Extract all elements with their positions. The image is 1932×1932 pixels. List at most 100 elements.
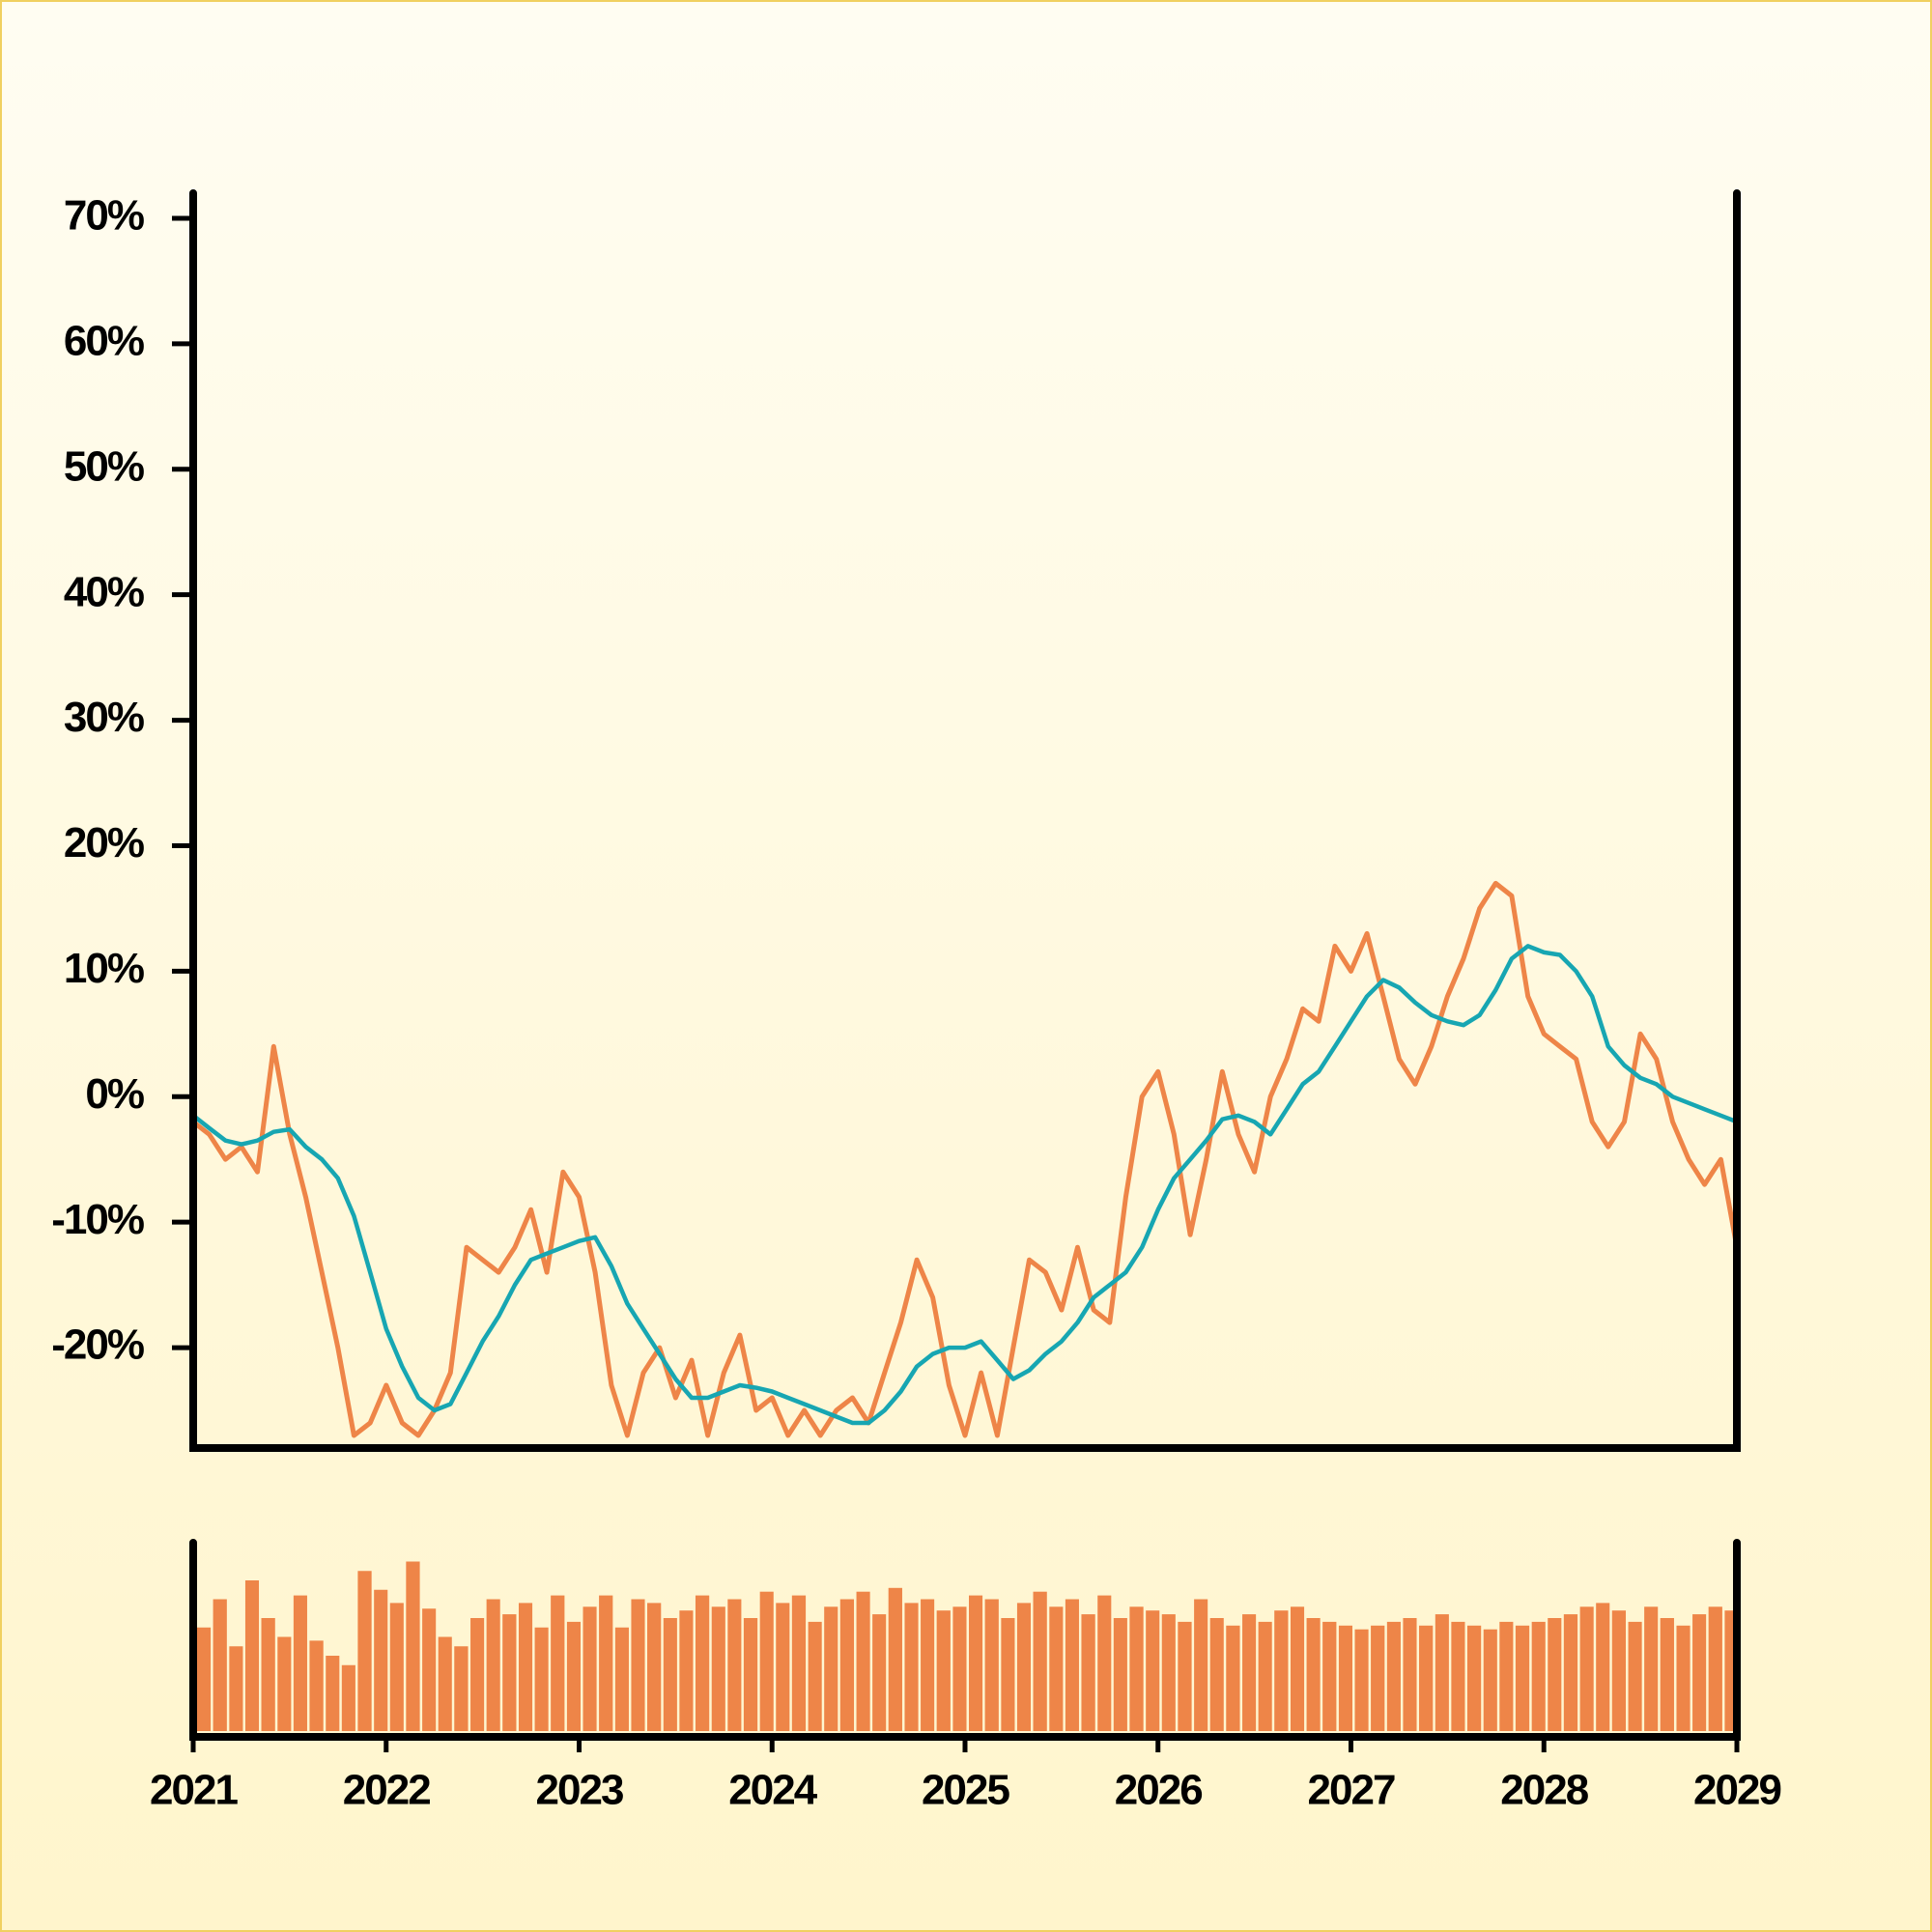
volume-bar xyxy=(695,1595,710,1731)
volume-bar xyxy=(1242,1614,1257,1731)
volume-bar xyxy=(791,1595,807,1731)
volume-bar xyxy=(1290,1606,1305,1731)
volume-bar xyxy=(1548,1618,1562,1731)
volume-bar xyxy=(357,1571,372,1731)
volume-bar xyxy=(1628,1621,1642,1731)
volume-bar xyxy=(808,1621,822,1731)
volume-bar xyxy=(213,1599,227,1731)
volume-bar xyxy=(776,1603,790,1731)
axis-frame xyxy=(189,189,1741,1452)
volume-bar xyxy=(1676,1625,1690,1731)
volume-bar xyxy=(1403,1618,1417,1731)
plot-area xyxy=(193,880,1737,1438)
volume-bar xyxy=(1419,1625,1434,1731)
volume-bar xyxy=(551,1595,565,1731)
y-tick-label: 70% xyxy=(64,192,144,240)
volume-bar xyxy=(1178,1621,1192,1731)
volume-bar xyxy=(1065,1599,1079,1731)
volume-bar xyxy=(341,1664,355,1731)
volume-bar xyxy=(261,1618,275,1731)
y-tick-label: -10% xyxy=(51,1196,144,1243)
volume-bar xyxy=(1483,1629,1497,1731)
y-tick-label: 0% xyxy=(85,1070,143,1118)
volume-bar xyxy=(1515,1625,1530,1731)
volume-bar xyxy=(438,1636,452,1731)
y-tick-label: 40% xyxy=(64,568,144,615)
series-line xyxy=(193,944,1737,1426)
volume-bar xyxy=(727,1599,742,1731)
volume-bar xyxy=(969,1595,983,1731)
y-tick-label: -20% xyxy=(51,1321,144,1369)
x-tick-label: 2024 xyxy=(728,1767,817,1814)
x-tick-label: 2021 xyxy=(150,1767,238,1814)
volume-bar xyxy=(1001,1618,1015,1731)
volume-bar xyxy=(374,1589,388,1731)
volume-bar xyxy=(389,1603,404,1731)
volume-bar xyxy=(277,1636,292,1731)
volume-bar xyxy=(599,1595,613,1731)
volume-bar xyxy=(647,1603,662,1731)
volume-bar xyxy=(679,1610,694,1731)
x-tick-label: 2023 xyxy=(536,1767,623,1814)
volume-bar xyxy=(518,1603,533,1731)
volume-bar xyxy=(1596,1603,1610,1731)
volume-bar xyxy=(631,1599,645,1731)
volume-bar xyxy=(1049,1606,1064,1731)
volume-bar xyxy=(888,1587,902,1731)
volume-bar xyxy=(1338,1625,1353,1731)
x-tick-label: 2027 xyxy=(1308,1767,1395,1814)
volume-bar xyxy=(1354,1629,1369,1731)
volume-bar xyxy=(1660,1618,1674,1731)
volume-bar xyxy=(229,1646,243,1731)
volume-bar xyxy=(1258,1621,1272,1731)
volume-bar xyxy=(1033,1591,1047,1731)
volume-bar xyxy=(326,1656,340,1731)
volume-bar xyxy=(309,1640,324,1731)
volume-bar xyxy=(921,1599,935,1731)
volume-bar xyxy=(422,1608,437,1731)
volume-bar xyxy=(614,1627,629,1731)
series-line xyxy=(193,880,1737,1438)
volume-bar xyxy=(1466,1625,1482,1731)
volume-bar xyxy=(1209,1618,1224,1731)
volume-bar xyxy=(1531,1621,1546,1731)
volume-bar xyxy=(1386,1621,1401,1731)
volume-bar xyxy=(1194,1599,1208,1731)
volume-bar xyxy=(582,1606,597,1731)
volume-bar xyxy=(470,1618,485,1731)
volume-bar xyxy=(1692,1614,1707,1731)
volume-bar xyxy=(1579,1606,1594,1731)
volume-bar xyxy=(984,1599,999,1731)
volume-bar xyxy=(1129,1606,1144,1731)
volume-bar xyxy=(1274,1610,1289,1731)
x-tick-label: 2029 xyxy=(1693,1767,1780,1814)
volume-bar xyxy=(904,1603,919,1731)
volume-bar xyxy=(454,1646,469,1731)
volume-bar xyxy=(244,1580,260,1731)
volume-bar xyxy=(663,1618,677,1731)
volume-bar xyxy=(711,1606,725,1731)
volume-bar xyxy=(1161,1614,1176,1731)
volume-bar xyxy=(1113,1618,1127,1731)
volume-bar xyxy=(566,1621,582,1731)
volume-bar xyxy=(1371,1625,1385,1731)
volume-bar xyxy=(1435,1614,1449,1731)
volume-bar xyxy=(872,1614,887,1731)
volume-bar xyxy=(1563,1614,1578,1731)
volume-bar xyxy=(502,1614,517,1731)
volume-bar xyxy=(1226,1625,1240,1731)
volume-bar xyxy=(856,1591,870,1731)
y-tick-label: 30% xyxy=(64,694,144,741)
volume-bar xyxy=(1499,1621,1514,1731)
volume-bar xyxy=(839,1599,855,1731)
x-tick-label: 2025 xyxy=(922,1767,1009,1814)
volume-bar xyxy=(1644,1606,1659,1731)
volume-bar xyxy=(743,1618,758,1731)
volume-bar xyxy=(406,1561,420,1731)
volume-bar xyxy=(1097,1595,1112,1731)
x-tick-label: 2026 xyxy=(1115,1767,1202,1814)
volume-bar xyxy=(534,1627,549,1731)
